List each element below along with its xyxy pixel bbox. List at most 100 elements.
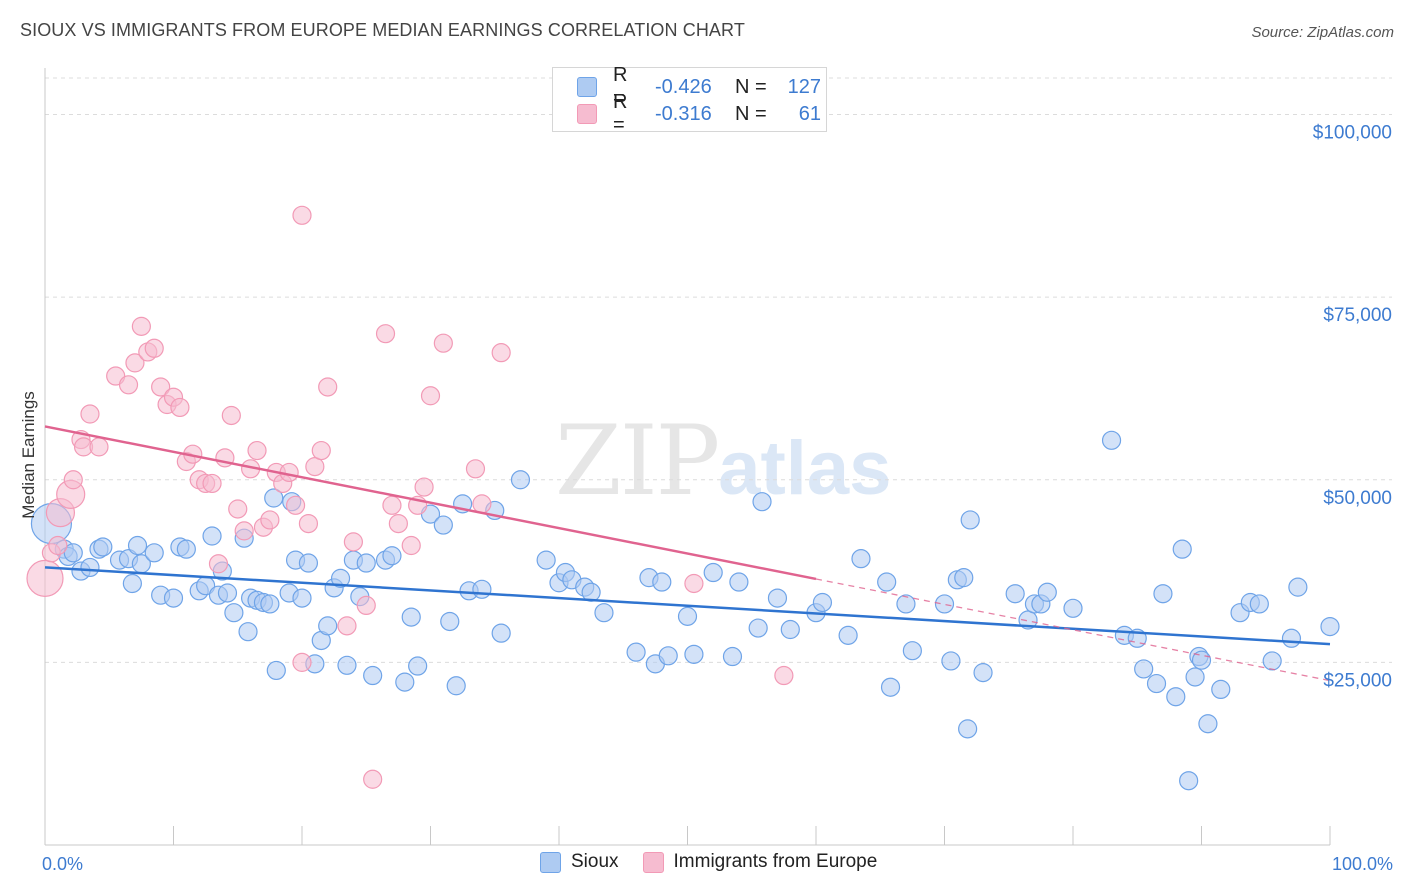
legend-n-value: 61 bbox=[798, 102, 821, 125]
watermark: ZIPatlas bbox=[555, 405, 891, 517]
immigrants-point bbox=[151, 377, 171, 397]
legend-n-label: N = bbox=[735, 75, 767, 98]
immigrants-point bbox=[285, 495, 306, 515]
immigrants-point bbox=[63, 470, 83, 490]
immigrants-point bbox=[26, 559, 64, 597]
sioux-point bbox=[1172, 539, 1192, 559]
sioux-point bbox=[1037, 582, 1057, 602]
immigrants-point bbox=[491, 343, 511, 363]
sioux-point bbox=[626, 642, 646, 662]
sioux-point bbox=[658, 646, 678, 666]
sioux-point bbox=[1288, 577, 1308, 597]
sioux-point bbox=[260, 594, 280, 614]
immigrants-point bbox=[420, 386, 441, 406]
sioux-point bbox=[1063, 598, 1083, 618]
immigrants-point bbox=[144, 338, 164, 358]
sioux-point bbox=[1281, 628, 1302, 648]
sioux-point bbox=[217, 583, 238, 603]
sioux-point bbox=[144, 543, 164, 563]
sioux-point bbox=[780, 619, 800, 640]
sioux-point bbox=[433, 515, 453, 535]
sioux-point bbox=[958, 719, 978, 739]
legend-swatch-sioux bbox=[577, 77, 597, 97]
sioux-point bbox=[266, 660, 286, 681]
axes bbox=[44, 68, 1331, 846]
sioux-point bbox=[960, 510, 980, 530]
immigrants-point bbox=[228, 499, 248, 519]
trend-lines bbox=[44, 425, 1331, 682]
immigrants-point bbox=[388, 513, 408, 534]
sioux-point bbox=[238, 622, 258, 642]
immigrants-point bbox=[305, 457, 325, 477]
legend-row-immigrants: R = -0.316 N = 61 bbox=[577, 91, 821, 136]
immigrants-point bbox=[318, 377, 338, 397]
sioux-point bbox=[941, 651, 961, 671]
data-points bbox=[26, 205, 1340, 791]
legend-r-value: -0.316 bbox=[655, 102, 712, 125]
sioux-point bbox=[80, 557, 100, 578]
sioux-trend-line bbox=[44, 566, 1331, 646]
sioux-point bbox=[363, 665, 383, 686]
bottom-legend-label-sioux: Sioux bbox=[571, 851, 619, 872]
immigrants-point bbox=[414, 477, 434, 497]
sioux-point bbox=[851, 549, 871, 569]
sioux-point bbox=[536, 550, 556, 570]
immigrants-point bbox=[170, 397, 190, 418]
sioux-point bbox=[298, 553, 319, 573]
sioux-point bbox=[264, 488, 284, 508]
sioux-point bbox=[122, 573, 142, 594]
sioux-point bbox=[652, 572, 672, 592]
immigrants-point bbox=[343, 532, 363, 552]
legend: R = -0.426 N = 127 R = -0.316 N = 61 bbox=[552, 64, 827, 136]
sioux-point bbox=[594, 603, 614, 623]
sioux-point bbox=[408, 656, 428, 676]
sioux-point bbox=[163, 588, 184, 608]
sioux-point bbox=[510, 470, 531, 490]
sioux-point bbox=[1262, 651, 1282, 671]
immigrants-point bbox=[363, 769, 383, 789]
legend-r-label: R = bbox=[613, 64, 628, 109]
sioux-point bbox=[934, 594, 955, 614]
sioux-point bbox=[401, 607, 421, 627]
sioux-point bbox=[472, 579, 492, 599]
immigrants-point bbox=[208, 554, 229, 574]
immigrants-point bbox=[684, 573, 704, 594]
sioux-point bbox=[202, 526, 222, 546]
sioux-point bbox=[318, 616, 338, 636]
immigrants-point bbox=[234, 521, 254, 541]
bottom-legend: Sioux Immigrants from Europe bbox=[540, 851, 901, 873]
x-tick-label: 100.0% bbox=[1332, 854, 1393, 874]
sioux-point bbox=[1179, 771, 1199, 791]
legend-n-value: 127 bbox=[787, 75, 821, 98]
bottom-legend-swatch-immigrants bbox=[642, 851, 664, 873]
sioux-point bbox=[1153, 584, 1173, 604]
immigrants-point bbox=[382, 495, 402, 515]
sioux-point bbox=[722, 646, 743, 667]
sioux-point bbox=[1166, 687, 1186, 707]
sioux-point bbox=[812, 592, 833, 613]
sioux-point bbox=[1249, 594, 1269, 614]
immigrants-point bbox=[118, 375, 139, 395]
immigrants-point bbox=[221, 405, 241, 426]
y-tick-label: $50,000 bbox=[1323, 488, 1392, 509]
sioux-point bbox=[1146, 673, 1167, 694]
bottom-legend-swatch-sioux bbox=[540, 851, 561, 873]
sioux-point bbox=[703, 562, 723, 583]
sioux-point bbox=[127, 535, 148, 556]
immigrants-point bbox=[247, 440, 267, 461]
y-axis-label: Median Earnings bbox=[19, 391, 38, 519]
y-tick-label: $75,000 bbox=[1323, 305, 1392, 326]
sioux-point bbox=[330, 568, 351, 588]
sioux-point bbox=[954, 568, 974, 588]
legend-r-value: -0.426 bbox=[655, 75, 712, 98]
immigrants-point bbox=[298, 513, 319, 534]
immigrants-point bbox=[48, 535, 68, 556]
sioux-point bbox=[677, 606, 698, 626]
legend-n-label: N = bbox=[735, 102, 767, 125]
immigrants-point bbox=[292, 205, 312, 225]
sioux-point bbox=[767, 588, 788, 608]
sioux-point bbox=[224, 603, 244, 623]
sioux-point bbox=[446, 676, 466, 696]
sioux-point bbox=[1211, 679, 1231, 700]
immigrants-point bbox=[125, 353, 145, 373]
